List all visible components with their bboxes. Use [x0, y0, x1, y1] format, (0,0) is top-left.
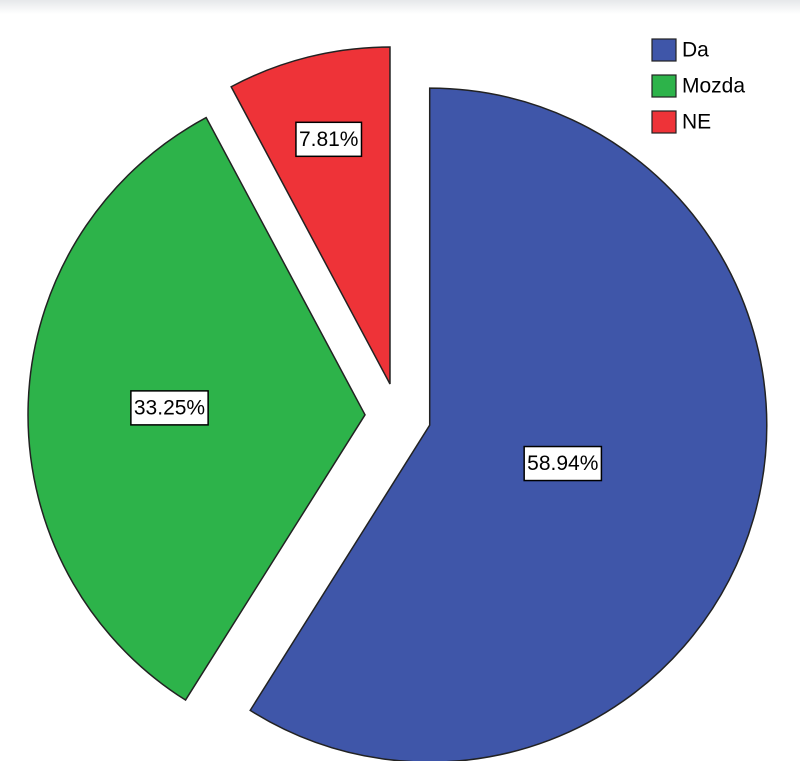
data-label: 7.81% [299, 128, 359, 151]
pie-slice [249, 87, 768, 761]
data-label-box [130, 390, 209, 426]
data-label-box [523, 445, 603, 482]
legend-label: Mozda [682, 75, 745, 98]
legend-swatch [651, 74, 677, 98]
data-label-box [295, 121, 363, 158]
data-label: 58.94% [527, 452, 598, 475]
legend: Da Mozda NE [651, 38, 745, 134]
legend-label: NE [682, 111, 711, 134]
labels: 58.94% 33.25% 7.81% [130, 121, 603, 482]
top-band [0, 0, 800, 14]
data-label: 33.25% [134, 396, 205, 419]
legend-swatch [651, 38, 677, 62]
legend-label: Da [682, 39, 709, 62]
legend-swatch [651, 110, 677, 134]
